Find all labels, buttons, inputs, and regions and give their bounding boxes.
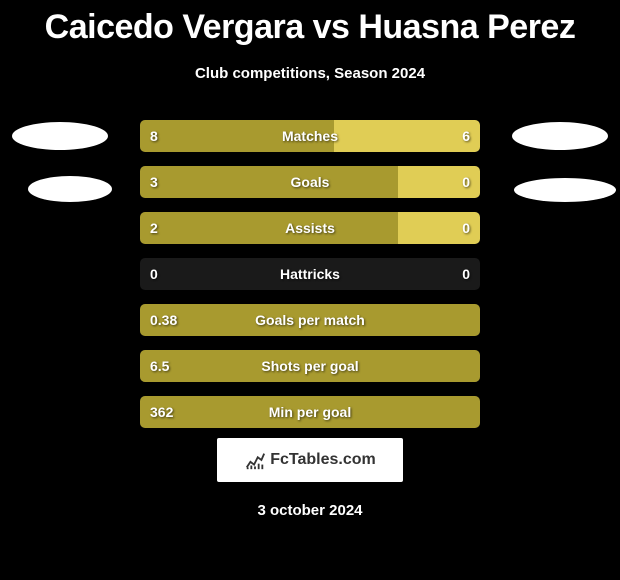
stat-value-left: 0	[150, 266, 158, 282]
logo-text: FcTables.com	[270, 451, 376, 469]
player-badge-left-1	[12, 122, 108, 150]
stat-value-left: 3	[150, 174, 158, 190]
stat-bar-right-fill	[334, 120, 480, 152]
stat-label: Shots per goal	[261, 358, 358, 374]
stat-label: Matches	[282, 128, 338, 144]
stat-bar-row: 0.38 Goals per match	[140, 304, 480, 336]
stat-value-left: 0.38	[150, 312, 177, 328]
attribution-logo: FcTables.com	[217, 438, 403, 482]
stat-label: Min per goal	[269, 404, 351, 420]
stat-label: Hattricks	[280, 266, 340, 282]
stat-label: Goals	[291, 174, 330, 190]
stat-value-left: 6.5	[150, 358, 169, 374]
stat-value-right: 0	[462, 266, 470, 282]
stat-bar-row: 2 Assists 0	[140, 212, 480, 244]
stat-label: Goals per match	[255, 312, 365, 328]
stat-value-right: 0	[462, 174, 470, 190]
footer-date: 3 october 2024	[257, 502, 362, 519]
stat-value-right: 0	[462, 220, 470, 236]
stat-label: Assists	[285, 220, 335, 236]
stat-value-left: 2	[150, 220, 158, 236]
stat-value-left: 8	[150, 128, 158, 144]
player-badge-right-1	[512, 122, 608, 150]
stat-value-right: 6	[462, 128, 470, 144]
stat-bar-row: 0 Hattricks 0	[140, 258, 480, 290]
stat-bar-left-fill	[140, 166, 398, 198]
player-badge-left-2	[28, 176, 112, 202]
stat-bar-row: 3 Goals 0	[140, 166, 480, 198]
player-badge-right-2	[514, 178, 616, 202]
stats-bars-container: 8 Matches 6 3 Goals 0 2 Assists 0 0 Hattricks 0 0.38…	[140, 120, 480, 442]
stat-bar-row: 362 Min per goal	[140, 396, 480, 428]
stat-bar-row: 6.5 Shots per goal	[140, 350, 480, 382]
page-subtitle: Club competitions, Season 2024	[0, 65, 620, 82]
stat-bar-left-fill	[140, 212, 398, 244]
stat-bar-row: 8 Matches 6	[140, 120, 480, 152]
chart-icon	[244, 449, 266, 471]
page-title: Caicedo Vergara vs Huasna Perez	[0, 0, 620, 47]
stat-value-left: 362	[150, 404, 173, 420]
